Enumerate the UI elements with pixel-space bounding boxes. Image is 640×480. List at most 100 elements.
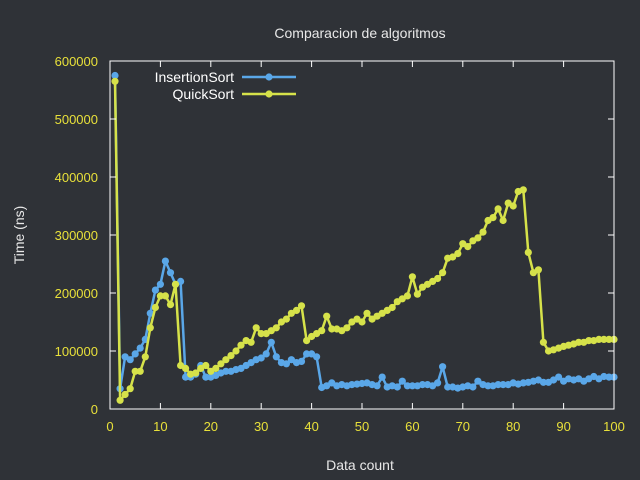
quicksort-point — [585, 337, 593, 345]
quicksort-point — [534, 266, 543, 274]
legend-label-insertionsort: InsertionSort — [155, 69, 234, 85]
series-quicksort — [111, 77, 618, 404]
insertionsort-point — [398, 377, 406, 385]
insertionsort-point — [373, 382, 381, 390]
quicksort-point — [202, 361, 210, 370]
quicksort-point — [222, 356, 230, 364]
quicksort-point — [121, 390, 129, 399]
x-tick-label: 90 — [556, 419, 570, 434]
quicksort-point — [232, 347, 240, 355]
quicksort-point — [509, 202, 517, 210]
insertionsort-point — [151, 286, 159, 294]
quicksort-point — [212, 364, 220, 372]
insertionsort-point — [267, 338, 275, 346]
quicksort-point — [343, 324, 351, 332]
insertionsort-point — [439, 363, 447, 371]
insertionsort-point — [418, 381, 427, 389]
quicksort-point — [282, 315, 290, 323]
quicksort-line — [113, 81, 614, 402]
insertionsort-point — [378, 373, 386, 381]
quicksort-point — [182, 364, 190, 372]
legend-marker-insertionsort — [265, 73, 273, 81]
quicksort-point — [297, 302, 306, 310]
insertionsort-point — [484, 382, 492, 390]
x-tick-label: 80 — [506, 419, 520, 434]
insertionsort-point — [282, 360, 290, 368]
insertionsort-point — [539, 378, 548, 386]
quicksort-point — [171, 280, 180, 288]
insertionsort-point — [222, 367, 230, 375]
x-tick-label: 10 — [153, 419, 167, 434]
insertionsort-point — [303, 350, 311, 358]
insertionsort-point — [555, 373, 563, 381]
quicksort-point — [237, 341, 245, 349]
insertionsort-point — [166, 269, 175, 277]
x-tick-label: 30 — [254, 419, 268, 434]
quicksort-point — [192, 369, 200, 377]
insertionsort-point — [272, 353, 280, 361]
x-tick-label: 70 — [456, 419, 470, 434]
series-layer — [111, 71, 618, 404]
x-tick-label: 100 — [603, 419, 625, 434]
insertionsort-point — [499, 381, 507, 389]
quicksort-point — [166, 301, 175, 309]
quicksort-point — [439, 269, 447, 277]
insertionsort-point — [474, 377, 482, 385]
insertionsort-point — [605, 373, 613, 381]
quicksort-point — [499, 216, 507, 225]
quicksort-point — [116, 396, 124, 404]
legend-label-quicksort: QuickSort — [173, 86, 235, 102]
quicksort-point — [227, 352, 235, 360]
insertionsort-point — [111, 71, 119, 80]
insertionsort-point — [408, 382, 416, 390]
insertionsort-point — [131, 350, 139, 358]
quicksort-point — [434, 274, 442, 283]
quicksort-point — [126, 385, 134, 393]
quicksort-point — [408, 273, 416, 281]
ticks-layer: 0 10 20 30 40 50 60 70 80 90 100 0 100000 200000 30000… — [55, 54, 625, 434]
x-tick-label: 0 — [106, 419, 113, 434]
insertionsort-point — [136, 344, 144, 352]
quicksort-point — [303, 337, 311, 345]
quicksort-point — [494, 205, 502, 213]
quicksort-point — [575, 338, 583, 346]
quicksort-point — [292, 306, 301, 314]
quicksort-point — [524, 248, 532, 256]
insertionsort-point — [257, 354, 265, 362]
quicksort-point — [318, 327, 326, 335]
y-tick-label: 400000 — [55, 170, 98, 185]
quicksort-point — [247, 338, 255, 346]
insertionsort-point — [393, 383, 401, 391]
x-tick-label: 50 — [355, 419, 369, 434]
insertionsort-point — [434, 379, 442, 387]
chart-title: Comparacion de algoritmos — [274, 25, 445, 41]
quicksort-point — [328, 325, 336, 333]
insertionsort-point — [297, 357, 306, 365]
quicksort-point — [403, 292, 411, 300]
legend-marker-quicksort — [265, 90, 273, 98]
quicksort-point — [136, 367, 144, 375]
quicksort-point — [257, 330, 265, 338]
insertionsort-point — [469, 383, 477, 391]
insertionsort-point — [156, 280, 164, 288]
quicksort-point — [217, 360, 225, 368]
insertionsort-point — [444, 383, 452, 391]
quicksort-point — [146, 324, 154, 332]
insertionsort-point — [403, 382, 411, 390]
y-tick-label: 600000 — [55, 54, 98, 69]
y-axis-label: Time (ns) — [11, 206, 27, 265]
x-tick-label: 60 — [405, 419, 419, 434]
quicksort-point — [413, 290, 421, 298]
insertionsort-point — [146, 309, 154, 317]
insertionsort-point — [494, 381, 502, 389]
x-tick-label: 40 — [304, 419, 318, 434]
quicksort-point — [454, 250, 462, 258]
quicksort-point — [363, 309, 371, 317]
x-axis-label: Data count — [326, 457, 394, 473]
quicksort-point — [600, 335, 608, 343]
y-tick-label: 100000 — [55, 344, 98, 359]
quicksort-point — [156, 292, 164, 300]
quicksort-point — [161, 292, 169, 300]
x-tick-label: 20 — [204, 419, 218, 434]
